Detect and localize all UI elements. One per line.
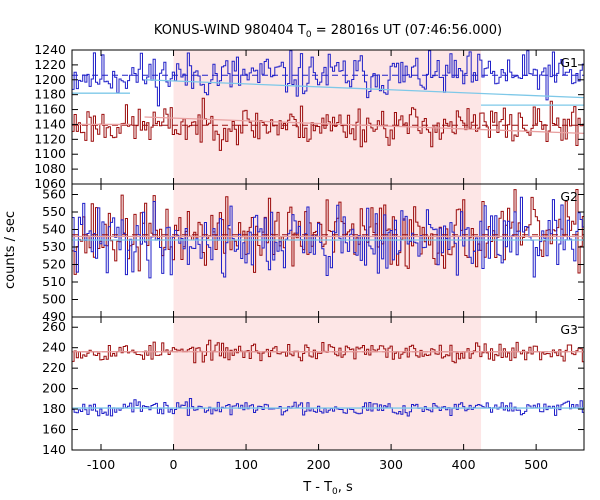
- panel-frame: [71, 316, 585, 451]
- x-axis-title-suffix: , s: [338, 480, 353, 495]
- series-blue-panel-g1: [72, 50, 584, 107]
- y-tick-label: 240: [42, 340, 66, 355]
- panel-label: G1: [560, 55, 578, 70]
- y-tick-label: 560: [42, 187, 66, 202]
- panel-label: G3: [560, 322, 578, 337]
- y-tick-label: 540: [42, 222, 66, 237]
- x-axis-title-subscript: 0: [332, 487, 338, 497]
- y-tick-label: 1100: [34, 146, 66, 161]
- x-tick-label: 500: [524, 457, 548, 472]
- x-tick-label: 300: [379, 457, 403, 472]
- panel-g3: 140 160 180 200 220 240 260 -100 0 100 200 300 400 50…: [42, 316, 585, 472]
- y-tick-label: 1180: [34, 87, 66, 102]
- y-axis-title: counts / sec: [3, 211, 18, 289]
- y-tick-label: 1140: [34, 116, 66, 131]
- panel-g1: 1060108011001120114011601180120012201240…: [34, 42, 585, 191]
- x-tick-label: 0: [170, 457, 178, 472]
- y-tick-label: 510: [42, 274, 66, 289]
- y-tick-label: 140: [42, 442, 66, 457]
- y-tick-label: 550: [42, 204, 66, 219]
- panel-label: G2: [560, 189, 578, 204]
- x-axis-title-prefix: T - T: [302, 480, 332, 495]
- y-tick-label: 1120: [34, 131, 66, 146]
- shaded-interval: [173, 50, 482, 450]
- y-tick-label: 1220: [34, 57, 66, 72]
- chart-title-prefix: KONUS-WIND 980404 T: [154, 23, 306, 38]
- chart-title-subscript: 0: [306, 30, 312, 40]
- background-fit-blue-1-panel-g1: [144, 79, 585, 99]
- x-tick-label: 200: [307, 457, 331, 472]
- chart-title-suffix: = 28016s UT (07:46:56.000): [312, 23, 502, 38]
- x-tick-label: 400: [452, 457, 476, 472]
- x-axis-title: T - T0, s: [302, 480, 353, 497]
- y-tick-label: 1060: [34, 176, 66, 191]
- y-tick-label: 500: [42, 292, 66, 307]
- y-tick-label: 490: [42, 309, 66, 324]
- x-tick-label: 100: [234, 457, 258, 472]
- background-fit-red-1-panel-g1: [144, 116, 585, 135]
- y-tick-label: 530: [42, 239, 66, 254]
- y-tick-label: 1240: [34, 42, 66, 57]
- y-tick-label: 160: [42, 422, 66, 437]
- y-tick-label: 260: [42, 319, 66, 334]
- x-tick-label: -100: [87, 457, 115, 472]
- panel-g2: 490 500 510 520 530 540 550 560 G2: [42, 183, 585, 324]
- series-red-panel-g3: [72, 339, 584, 364]
- y-tick-label: 1160: [34, 102, 66, 117]
- y-tick-label: 520: [42, 257, 66, 272]
- y-tick-label: 200: [42, 381, 66, 396]
- y-tick-label: 220: [42, 360, 66, 375]
- chart-title: KONUS-WIND 980404 T0 = 28016s UT (07:46:…: [154, 23, 502, 40]
- panels-layer: 1060108011001120114011601180120012201240…: [34, 42, 585, 472]
- y-tick-label: 1080: [34, 161, 66, 176]
- series-blue-panel-g2: [72, 196, 584, 279]
- y-tick-label: 180: [42, 401, 66, 416]
- y-tick-label: 1200: [34, 72, 66, 87]
